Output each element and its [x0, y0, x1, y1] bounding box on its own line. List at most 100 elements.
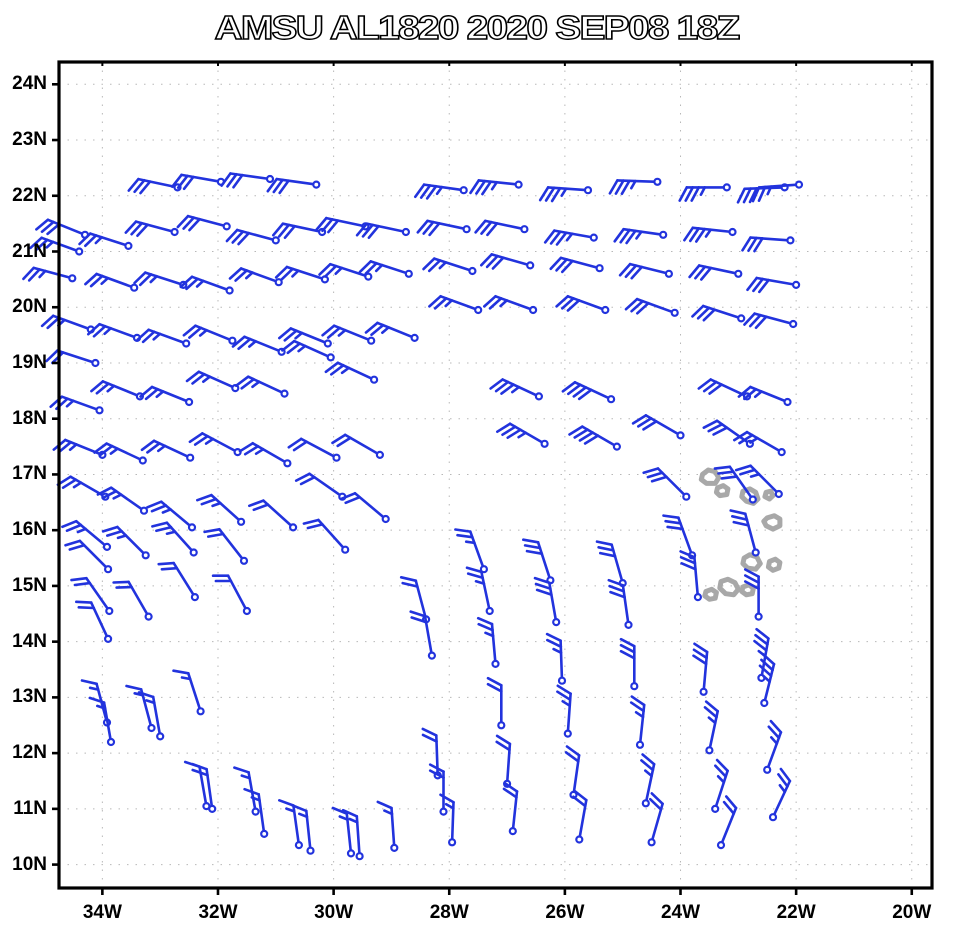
barb-full	[277, 327, 293, 340]
wind-barb	[64, 539, 113, 574]
barb-station-point	[364, 272, 373, 281]
barb-full	[182, 216, 196, 230]
barb-full	[179, 275, 194, 289]
barb-station-point	[624, 620, 633, 630]
barb-station-point	[144, 612, 153, 621]
barb-half	[133, 691, 144, 697]
wind-barb	[713, 465, 757, 504]
barb-half	[444, 299, 454, 308]
barb-full	[720, 475, 739, 480]
wind-barb	[231, 335, 286, 356]
y-axis-tick-label: 19N	[12, 351, 47, 373]
barb-half	[643, 769, 653, 778]
barb-full	[465, 566, 483, 574]
barb-half	[76, 527, 87, 534]
barb-full	[523, 544, 542, 550]
barb-full	[494, 380, 510, 393]
barb-full	[666, 525, 684, 531]
barb-full	[321, 218, 334, 233]
barb-full	[739, 468, 757, 476]
wind-barb	[331, 433, 384, 459]
barb-station-point	[575, 835, 584, 844]
coastline-island	[740, 552, 763, 572]
wind-barb	[376, 800, 399, 853]
wind-barb	[716, 795, 738, 850]
barb-full	[690, 186, 701, 202]
barb-half	[254, 447, 265, 456]
barb-station-point	[563, 729, 572, 738]
y-axis-tick-label: 18N	[12, 407, 47, 429]
y-axis-tick-label: 15N	[12, 574, 47, 596]
barb-full	[140, 439, 156, 452]
barb-half	[753, 390, 763, 399]
barb-station-point	[468, 266, 477, 276]
barb-station-point	[196, 707, 205, 716]
barb-station-point	[534, 392, 544, 401]
coastline-layer	[698, 467, 783, 602]
barb-station-point	[103, 634, 113, 644]
x-axis-tick-label: 28W	[429, 902, 469, 923]
barb-full	[57, 440, 73, 454]
barb-full	[286, 342, 302, 355]
barb-full	[95, 382, 110, 395]
barb-full	[679, 555, 697, 565]
barb-half	[65, 399, 75, 408]
barb-full	[619, 637, 636, 648]
barb-half	[211, 501, 222, 508]
y-axis-tick-label: 17N	[12, 463, 47, 485]
wind-barb	[93, 442, 147, 465]
barb-station-point	[641, 799, 650, 808]
barb-full	[595, 540, 614, 547]
barb-full	[238, 441, 254, 453]
barb-full	[321, 324, 336, 337]
barb-station-point	[485, 606, 494, 616]
wind-barb	[40, 314, 95, 334]
barb-full	[401, 581, 419, 588]
wind-barb	[355, 222, 410, 239]
barb-station-point	[540, 439, 549, 448]
barb-half	[766, 185, 773, 196]
barb-full	[702, 419, 719, 430]
barb-full	[155, 525, 173, 533]
barb-full	[306, 523, 324, 530]
barb-full	[777, 773, 789, 788]
barb-full	[480, 220, 493, 235]
barb-half	[552, 647, 563, 655]
y-axis-tick-label: 11N	[13, 797, 47, 819]
barb-full	[64, 539, 82, 547]
barb-half	[204, 437, 215, 445]
wind-barb	[691, 304, 746, 323]
barb-full	[679, 550, 696, 559]
barb-half	[68, 443, 78, 452]
barb-full	[46, 223, 61, 236]
barb-full	[226, 173, 238, 188]
wind-barb	[137, 691, 165, 741]
barb-full	[642, 467, 660, 475]
barb-station-point	[491, 659, 500, 669]
barb-station-point	[190, 592, 199, 602]
barb-full	[35, 218, 50, 231]
wind-barb	[321, 324, 376, 345]
barb-station-point	[222, 222, 231, 231]
barb-station-point	[294, 840, 303, 850]
barb-full	[614, 179, 625, 195]
barb-full	[136, 223, 149, 237]
wind-barb	[482, 294, 538, 315]
barb-station-point	[748, 495, 757, 504]
barb-full	[243, 787, 261, 796]
barb-full	[555, 294, 570, 308]
wind-barb	[277, 327, 332, 348]
barb-half	[707, 716, 717, 725]
barb-full	[252, 503, 270, 512]
barb-full	[421, 727, 438, 737]
wind-barb	[238, 441, 292, 468]
barb-station-point	[789, 319, 798, 329]
wind-barb	[324, 361, 379, 384]
barb-full	[650, 475, 668, 483]
barb-full	[106, 529, 123, 537]
barb-full	[416, 219, 429, 234]
barb-full	[630, 695, 646, 707]
barb-full	[608, 179, 619, 195]
barb-station-point	[410, 333, 419, 342]
wind-barb	[572, 789, 588, 844]
